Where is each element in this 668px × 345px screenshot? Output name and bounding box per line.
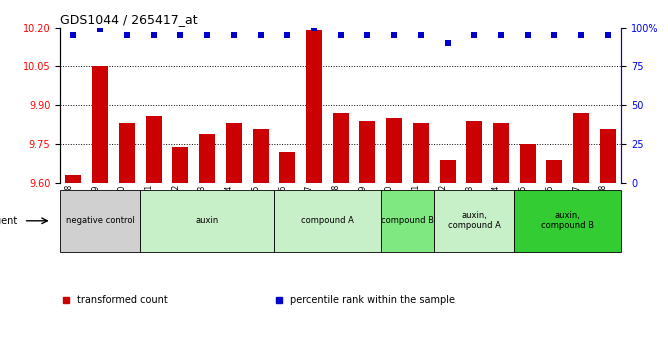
Point xyxy=(95,26,106,32)
Text: auxin: auxin xyxy=(196,216,218,225)
Text: compound A: compound A xyxy=(301,216,354,225)
Text: GDS1044 / 265417_at: GDS1044 / 265417_at xyxy=(60,13,198,27)
Bar xyxy=(520,144,536,183)
Text: auxin,
compound B: auxin, compound B xyxy=(541,211,595,230)
Bar xyxy=(359,121,375,183)
Bar xyxy=(386,118,402,183)
Text: auxin,
compound A: auxin, compound A xyxy=(448,211,501,230)
Point xyxy=(335,32,346,38)
Point xyxy=(309,25,319,30)
Bar xyxy=(65,175,81,183)
Point xyxy=(522,32,533,38)
Bar xyxy=(199,134,215,183)
Bar xyxy=(306,30,322,183)
Point xyxy=(282,32,293,38)
Bar xyxy=(514,190,621,252)
Bar xyxy=(226,123,242,183)
Point xyxy=(362,32,373,38)
Bar xyxy=(140,190,274,252)
Bar xyxy=(466,121,482,183)
Point xyxy=(496,32,506,38)
Bar xyxy=(381,190,434,252)
Bar xyxy=(493,123,509,183)
Point xyxy=(576,32,587,38)
Text: percentile rank within the sample: percentile rank within the sample xyxy=(290,295,455,305)
Bar xyxy=(546,159,562,183)
Point xyxy=(255,32,266,38)
Point xyxy=(469,32,480,38)
Point xyxy=(549,32,560,38)
Bar xyxy=(279,152,295,183)
Bar xyxy=(172,147,188,183)
Point xyxy=(68,32,79,38)
Point xyxy=(442,40,453,46)
Bar xyxy=(573,113,589,183)
Point xyxy=(228,32,239,38)
Bar xyxy=(119,123,135,183)
Point xyxy=(603,32,613,38)
Bar xyxy=(413,123,429,183)
Text: agent: agent xyxy=(0,216,18,226)
Text: negative control: negative control xyxy=(65,216,135,225)
Bar xyxy=(253,128,269,183)
Bar xyxy=(274,190,381,252)
Bar xyxy=(600,128,616,183)
Bar xyxy=(333,113,349,183)
Bar xyxy=(60,190,140,252)
Bar xyxy=(146,116,162,183)
Point xyxy=(175,32,186,38)
Bar xyxy=(434,190,514,252)
Point xyxy=(389,32,399,38)
Bar xyxy=(440,159,456,183)
Text: compound B: compound B xyxy=(381,216,434,225)
Point xyxy=(202,32,212,38)
Point xyxy=(148,32,159,38)
Bar xyxy=(92,66,108,183)
Point xyxy=(415,32,426,38)
Text: transformed count: transformed count xyxy=(77,295,168,305)
Point xyxy=(122,32,132,38)
